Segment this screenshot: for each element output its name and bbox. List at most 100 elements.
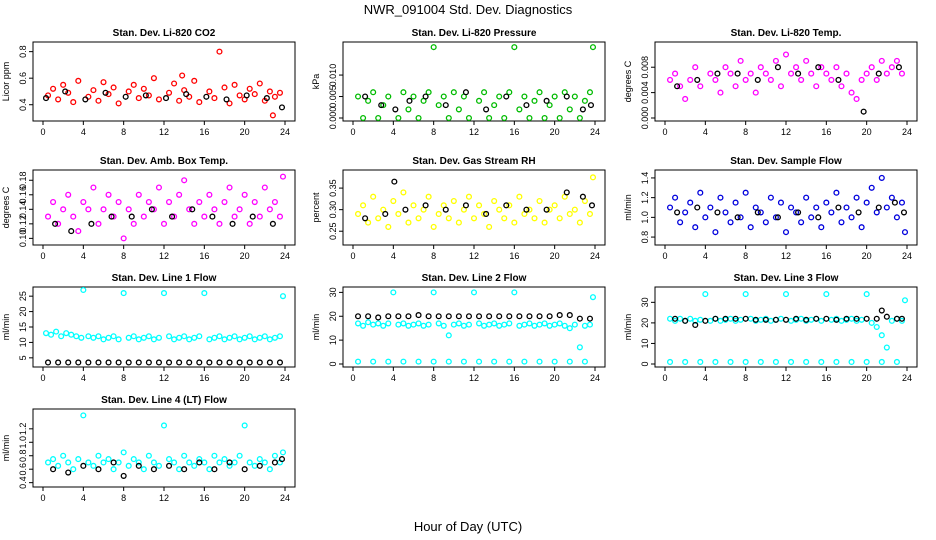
- data-point: [75, 77, 82, 84]
- data-point: [95, 452, 102, 459]
- y-tick-label: 0.000: [328, 107, 338, 130]
- data-point: [803, 57, 810, 64]
- data-point: [216, 220, 223, 227]
- data-point: [588, 202, 596, 209]
- panel-title: Stan. Dev. Li-820 CO2: [113, 28, 216, 39]
- data-point: [226, 359, 233, 366]
- data-point: [782, 316, 790, 323]
- data-point: [481, 322, 488, 329]
- data-point: [531, 215, 538, 222]
- data-point: [50, 85, 57, 92]
- panel-2: Stan. Dev. Li-820 Pressure 0 4 8 12 16 20 24 0.0…: [311, 28, 606, 137]
- series-1: [44, 48, 284, 119]
- data-point: [115, 100, 122, 107]
- x-tick-label: 16: [199, 127, 209, 137]
- data-point: [576, 219, 583, 226]
- data-point: [105, 456, 112, 463]
- x-tick-label: 20: [862, 127, 872, 137]
- data-point: [370, 193, 377, 200]
- data-point: [803, 358, 810, 365]
- y-tick-label: 0.14: [18, 201, 28, 219]
- data-point: [491, 102, 498, 109]
- data-point: [400, 89, 407, 96]
- data-point: [888, 64, 895, 71]
- y-axis-label: ml/min: [623, 194, 633, 221]
- x-tick-label: 16: [821, 127, 831, 137]
- data-point: [737, 214, 744, 221]
- x-tick-label: 4: [703, 127, 708, 137]
- series-1: [354, 174, 597, 230]
- data-point: [90, 462, 97, 469]
- data-point: [130, 333, 137, 340]
- data-point: [898, 315, 906, 322]
- data-point: [900, 209, 908, 216]
- data-point: [221, 84, 228, 91]
- data-point: [808, 316, 815, 323]
- panel-5: Stan. Dev. Gas Stream RH 0 4 8 12 16 20 24 0.25 0…: [311, 156, 606, 261]
- data-point: [501, 215, 508, 222]
- data-point: [130, 456, 137, 463]
- data-point: [385, 358, 392, 365]
- data-point: [455, 106, 462, 113]
- data-point: [762, 219, 769, 226]
- data-point: [541, 219, 548, 226]
- x-tick-label: 20: [862, 373, 872, 383]
- data-point: [511, 44, 518, 51]
- data-point: [496, 206, 503, 213]
- data-point: [415, 114, 422, 122]
- data-point: [470, 215, 478, 222]
- x-tick-label: 8: [743, 373, 748, 383]
- data-point: [863, 358, 870, 365]
- data-point: [465, 321, 473, 328]
- data-point: [687, 76, 694, 83]
- data-point: [798, 219, 805, 226]
- data-point: [863, 199, 870, 206]
- x-tick-label: 0: [350, 127, 355, 137]
- data-point: [772, 358, 779, 365]
- data-point: [128, 213, 135, 220]
- data-point: [666, 315, 674, 322]
- data-point: [793, 64, 800, 71]
- data-point: [241, 191, 248, 198]
- data-point: [70, 213, 77, 220]
- data-point: [201, 213, 208, 220]
- data-point: [742, 358, 749, 365]
- data-point: [176, 97, 183, 104]
- data-point: [73, 333, 80, 340]
- data-point: [236, 92, 243, 99]
- data-point: [65, 359, 72, 366]
- data-point: [55, 220, 62, 227]
- data-point: [135, 191, 142, 198]
- data-point: [772, 214, 779, 221]
- data-point: [241, 422, 248, 429]
- data-point: [536, 89, 543, 96]
- y-tick-label: 0.000: [640, 107, 650, 130]
- x-tick-label: 16: [509, 373, 519, 383]
- data-point: [666, 204, 674, 211]
- data-point: [68, 228, 75, 235]
- data-point: [742, 76, 749, 83]
- data-point: [191, 77, 198, 84]
- series-2: [362, 89, 595, 113]
- series-1: [42, 286, 287, 343]
- data-point: [169, 213, 176, 220]
- data-point: [450, 321, 457, 328]
- data-point: [63, 330, 70, 337]
- data-point: [722, 209, 729, 216]
- data-point: [196, 99, 203, 106]
- panel-title: Stan. Dev. Line 2 Flow: [422, 273, 527, 284]
- panel-title: Stan. Dev. Amb. Box Temp.: [100, 156, 228, 167]
- data-point: [145, 452, 152, 459]
- data-point: [893, 214, 900, 221]
- x-tick-label: 24: [590, 251, 600, 261]
- data-point: [838, 317, 845, 324]
- data-point: [196, 456, 203, 463]
- data-point: [251, 199, 258, 206]
- panel-title: Stan. Dev. Li-820 Temp.: [731, 28, 842, 39]
- data-point: [80, 412, 87, 419]
- data-point: [229, 220, 236, 227]
- data-point: [246, 359, 253, 366]
- x-tick-label: 4: [703, 373, 708, 383]
- data-point: [506, 313, 513, 320]
- data-point: [279, 293, 287, 300]
